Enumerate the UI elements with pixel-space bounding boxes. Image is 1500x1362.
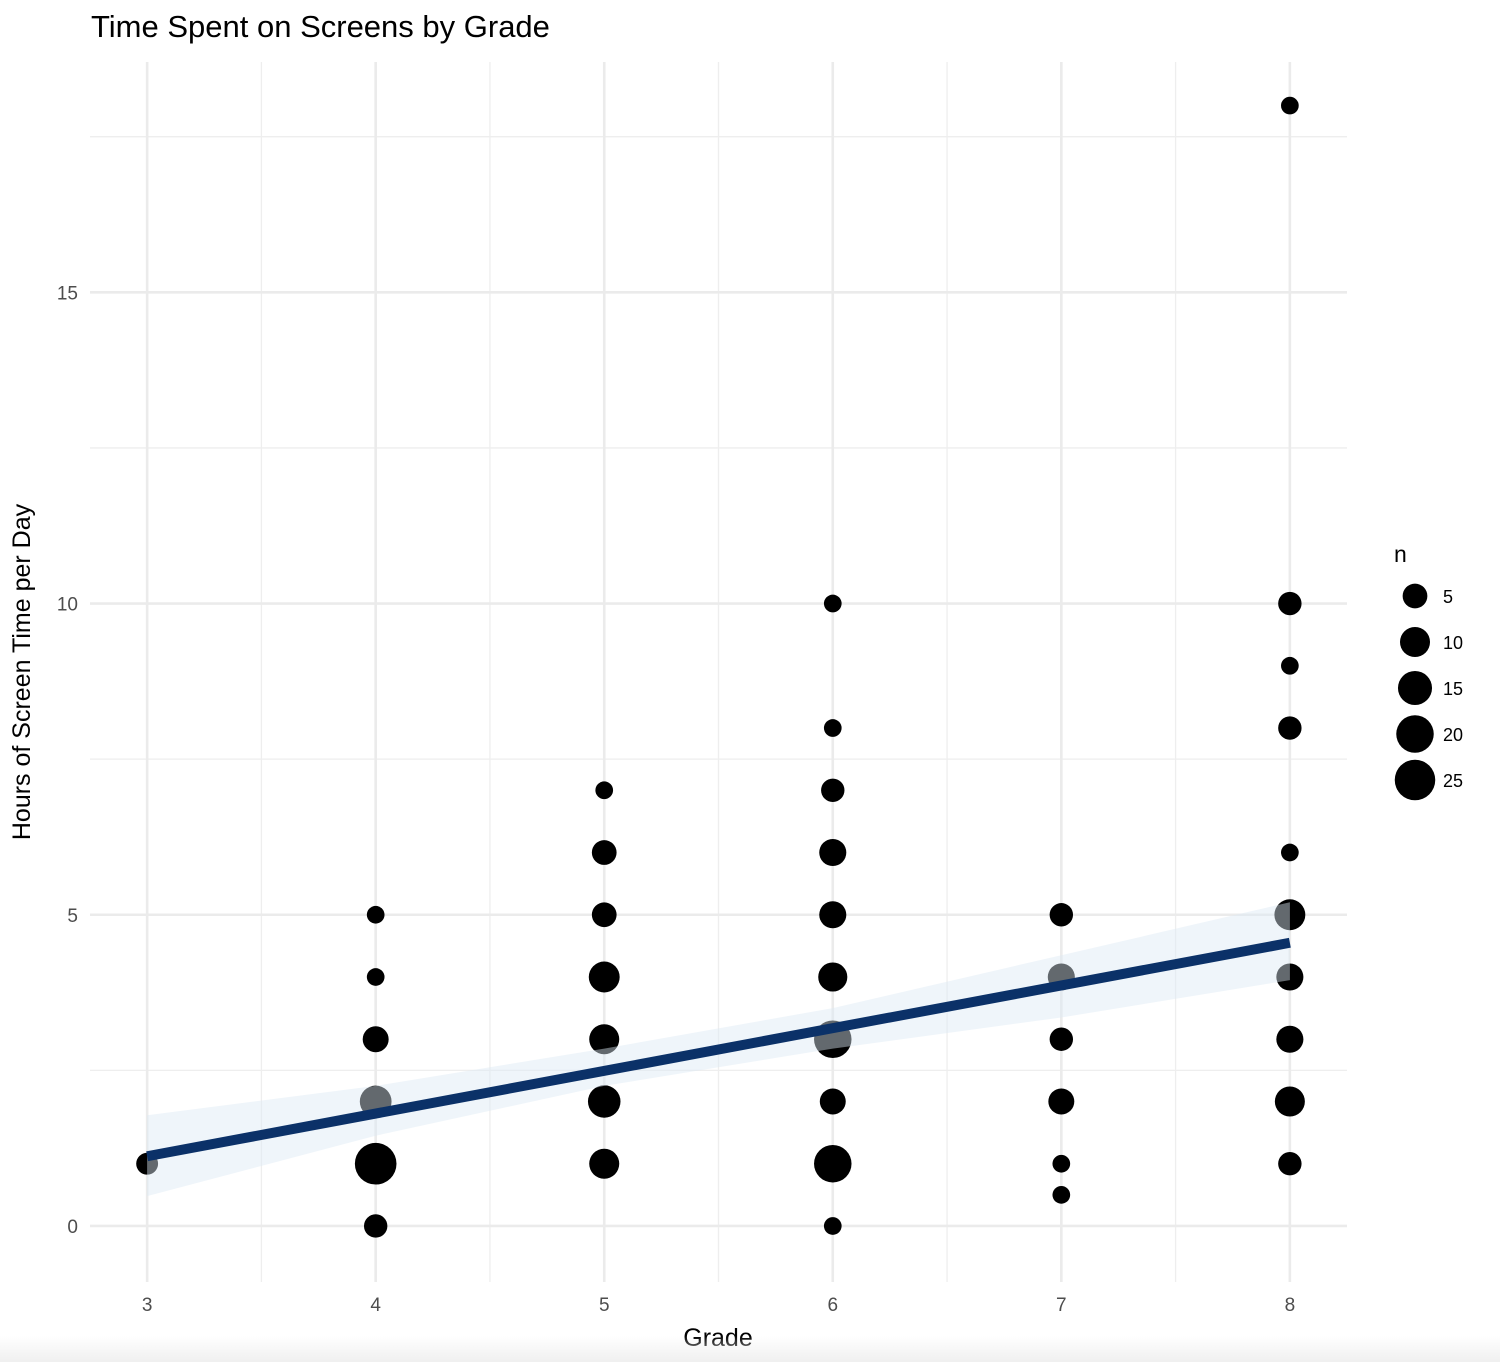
- points-layer: [136, 96, 1306, 1238]
- y-tick-label: 0: [67, 1217, 78, 1238]
- data-point: [1049, 903, 1074, 927]
- legend-title: n: [1394, 541, 1407, 567]
- legend-key: [1399, 626, 1431, 658]
- size-legend: n 5 10 15 20 25: [1394, 541, 1463, 801]
- y-tick-label: 10: [57, 595, 78, 616]
- data-point: [1274, 1086, 1305, 1117]
- data-point: [1052, 1154, 1071, 1173]
- legend-key: [1402, 583, 1428, 609]
- x-tick-label: 6: [827, 1295, 838, 1316]
- data-point: [366, 968, 385, 986]
- data-point: [354, 1142, 397, 1185]
- bottom-fade: [0, 1336, 1500, 1362]
- legend-label: 15: [1443, 679, 1463, 699]
- data-point: [366, 905, 385, 924]
- grid: [90, 62, 1347, 1282]
- legend-label: 25: [1443, 771, 1463, 791]
- data-point: [819, 1088, 846, 1115]
- data-point: [1052, 1186, 1071, 1204]
- x-tick-label: 7: [1056, 1295, 1067, 1316]
- legend-key: [1397, 670, 1433, 706]
- data-point: [823, 719, 842, 737]
- data-point: [1276, 1025, 1304, 1053]
- x-tick-label: 3: [142, 1295, 153, 1316]
- data-point: [1281, 843, 1299, 862]
- chart-title: Time Spent on Screens by Grade: [91, 9, 550, 44]
- data-point: [823, 1217, 842, 1235]
- data-point: [1278, 716, 1302, 740]
- data-point: [1278, 1152, 1302, 1176]
- data-point: [589, 1024, 620, 1055]
- legend-label: 10: [1443, 633, 1463, 653]
- x-tick-label: 5: [599, 1295, 610, 1316]
- data-point: [814, 1144, 852, 1183]
- data-point: [823, 594, 842, 613]
- legend-label: 20: [1443, 725, 1463, 745]
- legend-key: [1394, 759, 1436, 801]
- data-point: [818, 962, 848, 992]
- data-point: [591, 840, 617, 865]
- x-tick-label: 8: [1285, 1295, 1296, 1316]
- data-point: [363, 1214, 388, 1238]
- x-tick-label: 4: [370, 1295, 381, 1316]
- data-point: [595, 781, 614, 800]
- y-tick-label: 5: [67, 906, 78, 927]
- data-point: [819, 901, 847, 929]
- trend-line: [146, 937, 1291, 1162]
- data-point: [1274, 899, 1306, 931]
- data-point: [588, 961, 620, 993]
- data-point: [1278, 591, 1302, 616]
- data-point: [821, 778, 845, 802]
- y-axis-ticks: 0 5 10 15: [57, 283, 78, 1238]
- x-axis-ticks: 3 4 5 6 7 8: [142, 1295, 1295, 1316]
- legend-label: 5: [1443, 587, 1453, 607]
- data-point: [591, 902, 617, 928]
- data-point: [1048, 1088, 1075, 1115]
- data-point: [819, 838, 847, 867]
- y-axis-title: Hours of Screen Time per Day: [8, 503, 36, 840]
- data-point: [362, 1026, 389, 1053]
- trend-line-layer: [146, 937, 1291, 1162]
- data-point: [1281, 656, 1299, 675]
- data-point: [1281, 96, 1299, 115]
- legend-key: [1396, 715, 1434, 753]
- data-point: [1049, 1027, 1074, 1051]
- data-point: [1276, 963, 1304, 991]
- data-point: [589, 1148, 620, 1179]
- y-tick-label: 15: [57, 283, 78, 304]
- data-point: [587, 1085, 621, 1118]
